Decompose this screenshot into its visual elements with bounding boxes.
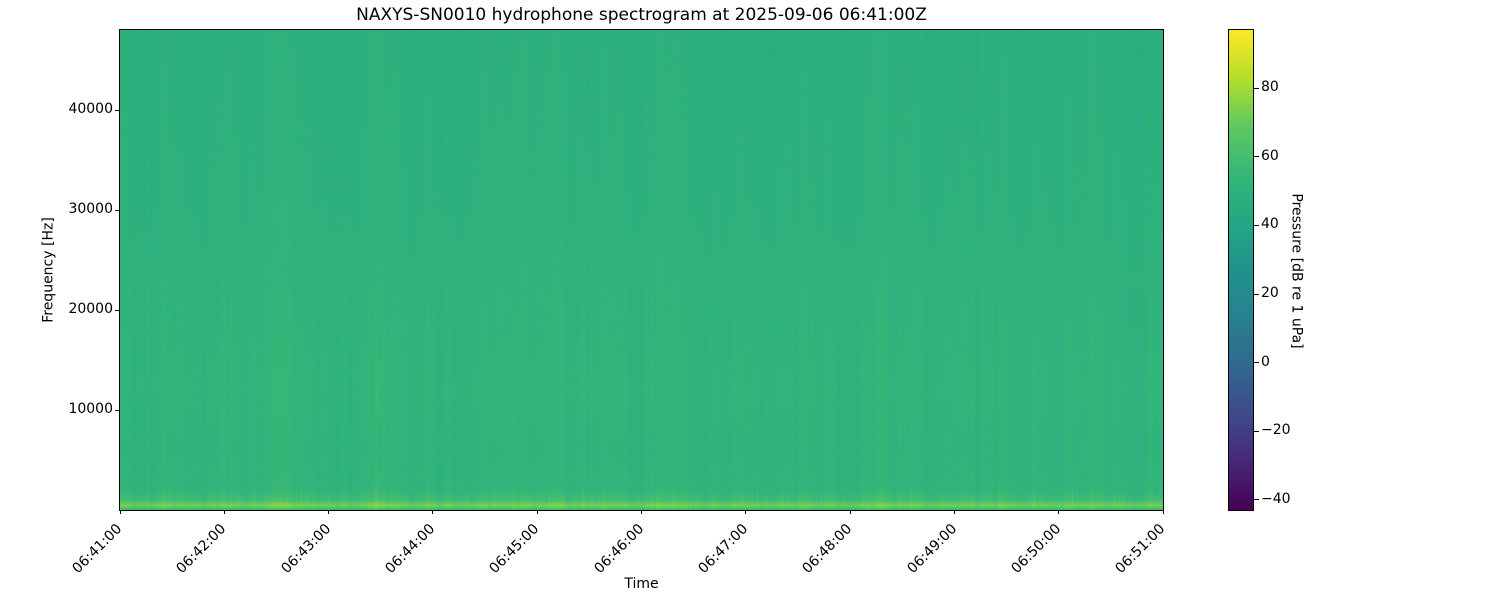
x-tick-mark xyxy=(328,510,330,514)
y-tick-label: 30000 xyxy=(68,201,113,217)
spectrogram-heatmap xyxy=(120,30,1163,510)
x-tick-label: 06:44:00 xyxy=(382,521,439,577)
x-tick-label: 06:43:00 xyxy=(278,521,334,577)
chart-title: NAXYS-SN0010 hydrophone spectrogram at 2… xyxy=(356,5,927,25)
x-tick-mark xyxy=(223,510,225,514)
x-tick-mark xyxy=(953,510,955,514)
colorbar-gradient xyxy=(1229,30,1253,510)
colorbar-tick-label: 60 xyxy=(1261,147,1279,164)
y-tick-label: 40000 xyxy=(68,101,113,117)
y-tick-mark xyxy=(115,109,120,111)
x-tick-mark xyxy=(849,510,851,514)
colorbar-tick-label: 40 xyxy=(1261,216,1279,233)
colorbar-tick-mark xyxy=(1254,224,1259,226)
y-tick-label: 10000 xyxy=(68,401,113,417)
y-tick-mark xyxy=(115,409,120,411)
x-tick-mark xyxy=(1058,510,1060,514)
colorbar-tick-label: 0 xyxy=(1261,353,1270,370)
x-tick-label: 06:49:00 xyxy=(903,521,960,577)
colorbar-tick-label: 20 xyxy=(1261,285,1279,301)
colorbar xyxy=(1228,29,1254,511)
colorbar-tick-mark xyxy=(1254,156,1259,158)
x-tick-label: 06:45:00 xyxy=(486,521,543,577)
colorbar-tick-mark xyxy=(1254,87,1259,89)
colorbar-tick-mark xyxy=(1254,362,1259,364)
y-tick-mark xyxy=(115,209,120,211)
x-tick-mark xyxy=(745,510,747,514)
plot-area xyxy=(119,29,1164,511)
x-tick-label: 06:41:00 xyxy=(69,521,126,577)
colorbar-label: Pressure [dB re 1 uPa] xyxy=(1288,193,1305,349)
y-tick-label: 20000 xyxy=(68,301,113,317)
x-tick-mark xyxy=(1162,510,1164,514)
x-tick-label: 06:50:00 xyxy=(1008,521,1065,577)
x-tick-label: 06:51:00 xyxy=(1112,521,1169,577)
x-tick-mark xyxy=(536,510,538,514)
colorbar-tick-mark xyxy=(1254,430,1259,432)
colorbar-tick-mark xyxy=(1254,499,1259,501)
x-tick-label: 06:47:00 xyxy=(695,521,752,577)
colorbar-tick-label: −40 xyxy=(1261,490,1291,507)
x-tick-label: 06:46:00 xyxy=(591,521,647,577)
x-tick-label: 06:48:00 xyxy=(799,521,856,577)
x-tick-mark xyxy=(432,510,434,514)
x-axis-label: Time xyxy=(624,576,659,592)
colorbar-tick-label: 80 xyxy=(1261,79,1279,96)
x-tick-mark xyxy=(641,510,642,514)
colorbar-tick-mark xyxy=(1254,293,1259,295)
y-tick-mark xyxy=(115,309,120,311)
colorbar-tick-label: −20 xyxy=(1261,422,1291,439)
x-tick-label: 06:42:00 xyxy=(173,521,230,577)
x-tick-mark xyxy=(119,510,121,514)
